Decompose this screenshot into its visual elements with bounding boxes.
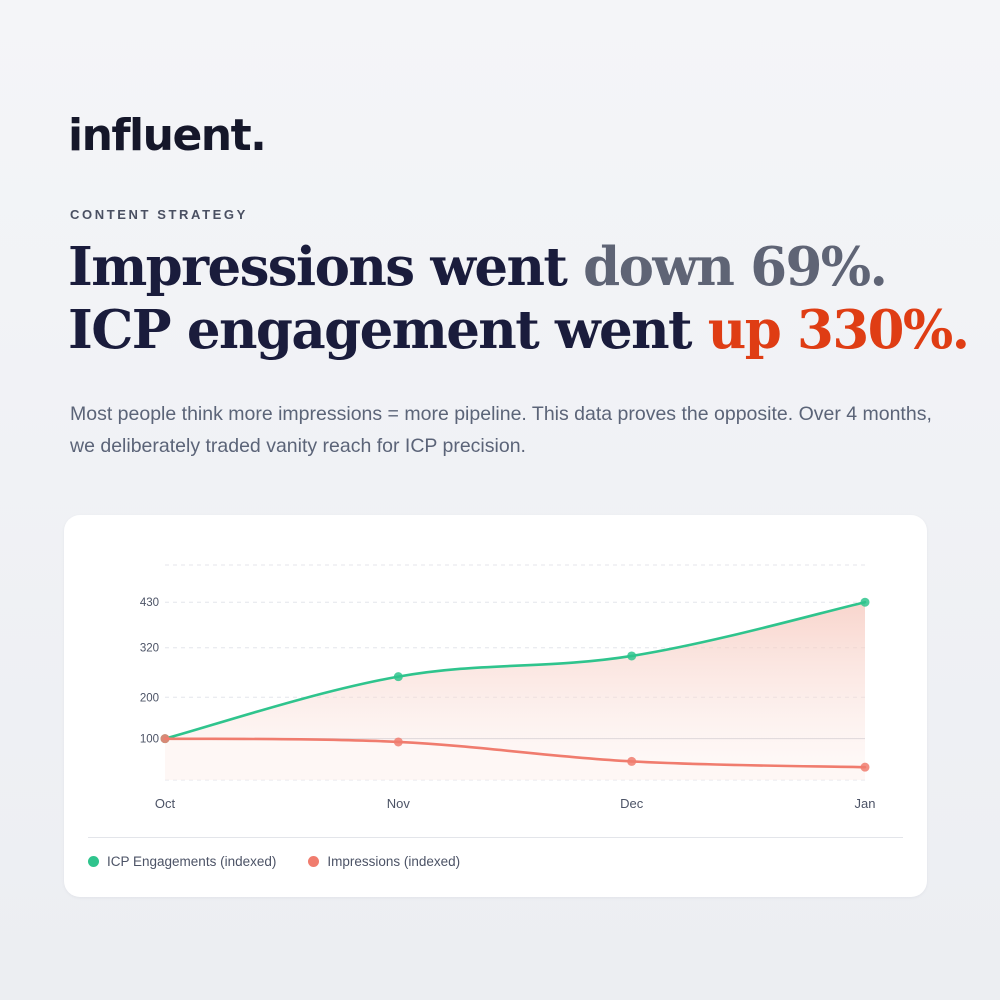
headline-line-1-text: Impressions went xyxy=(68,236,584,298)
y-tick-label: 430 xyxy=(140,597,159,609)
y-tick-label: 100 xyxy=(140,734,159,746)
eyebrow-label: CONTENT STRATEGY xyxy=(70,207,248,222)
line-chart: 100 200 320 430 Oct Nov Dec Jan xyxy=(140,564,876,811)
headline-line-2: ICP engagement went up 330%. xyxy=(68,299,970,361)
headline-line-1: Impressions went down 69%. xyxy=(68,236,888,298)
legend-dot-impressions xyxy=(308,856,320,867)
legend-item-engagements: ICP Engagements (indexed) xyxy=(88,854,276,869)
chart-legend: ICP Engagements (indexed) Impressions (i… xyxy=(88,854,460,869)
chart-card: 100 200 320 430 Oct Nov Dec Jan ICP Engagements… xyxy=(64,515,927,897)
legend-dot-engagements xyxy=(88,856,99,867)
headline-line-2-text: ICP engagement went xyxy=(68,299,708,361)
data-point-engagements-jan xyxy=(860,597,870,607)
x-tick-label: Dec xyxy=(620,796,644,811)
impressions-area xyxy=(165,738,865,780)
intro-paragraph: Most people think more impressions = mor… xyxy=(70,403,932,457)
x-tick-label: Oct xyxy=(155,796,176,811)
data-point-engagements-nov xyxy=(393,672,403,682)
y-tick-label: 320 xyxy=(140,643,159,655)
brand-logo: influent. xyxy=(68,110,267,161)
x-tick-label: Jan xyxy=(855,796,876,811)
headline: Impressions went down 69%. ICP engagemen… xyxy=(68,236,970,362)
gap-area xyxy=(165,602,865,768)
series-line-engagements xyxy=(163,600,867,740)
data-point-engagements-dec xyxy=(627,651,637,661)
data-point-impressions-jan xyxy=(860,762,870,772)
legend-divider xyxy=(88,837,903,838)
headline-line-1-highlight: down 69%. xyxy=(583,236,888,298)
legend-item-impressions: Impressions (indexed) xyxy=(308,854,460,869)
series-line-impressions xyxy=(163,737,867,769)
headline-line-2-highlight: up 330%. xyxy=(707,299,970,361)
data-point-impressions-dec xyxy=(627,756,637,766)
legend-label-impressions: Impressions (indexed) xyxy=(327,854,461,869)
x-tick-label: Nov xyxy=(387,796,411,811)
data-point-impressions-nov xyxy=(393,737,403,747)
y-tick-label: 200 xyxy=(140,692,159,704)
legend-label-engagements: ICP Engagements (indexed) xyxy=(107,854,277,869)
data-point-impressions-oct xyxy=(160,734,170,744)
